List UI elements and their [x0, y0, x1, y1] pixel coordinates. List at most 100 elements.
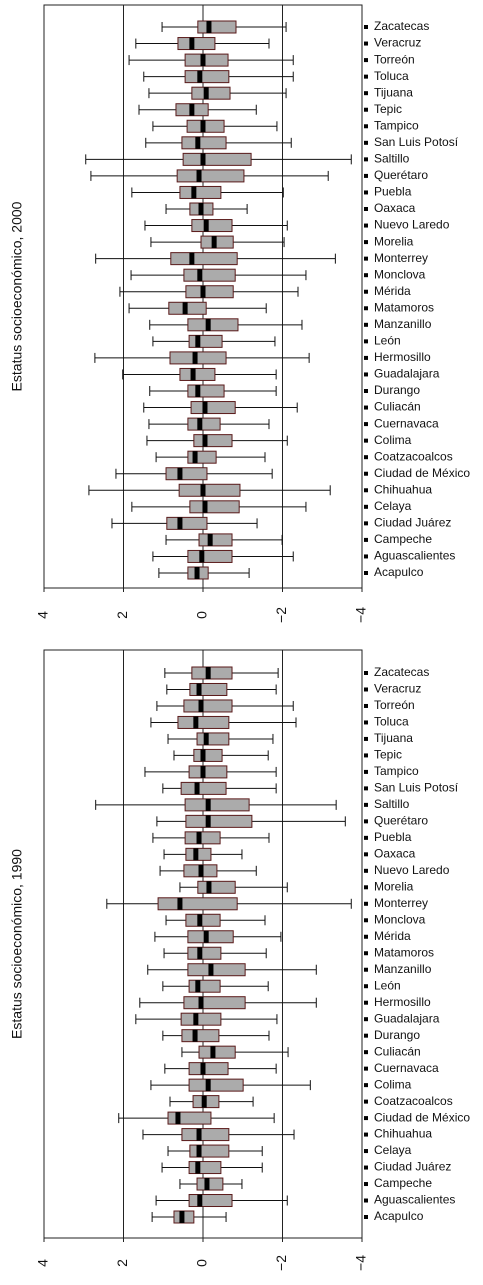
- box: [191, 666, 233, 680]
- median: [198, 699, 204, 712]
- category-label: Zacatecas: [374, 665, 429, 679]
- median: [206, 21, 212, 33]
- plot-frame: [43, 649, 363, 1239]
- box: [188, 1062, 229, 1076]
- category-label: Coatzacoalcos: [374, 449, 453, 463]
- category-label: Hermosillo: [374, 995, 431, 1009]
- category-label: Colima: [374, 433, 412, 447]
- y-tick: [364, 819, 368, 824]
- x-tick-label: −4: [353, 1255, 369, 1271]
- box: [196, 732, 230, 746]
- box: [187, 963, 246, 977]
- box: [176, 169, 245, 183]
- y-tick: [364, 1099, 368, 1104]
- y-axis-label: Estatus socioeconómico, 2000: [9, 201, 25, 391]
- box: [187, 450, 217, 464]
- category-label: Aguascalientes: [374, 549, 455, 563]
- box: [185, 814, 253, 828]
- y-tick: [364, 355, 368, 360]
- box: [187, 318, 239, 332]
- median: [203, 732, 209, 745]
- category-label: Tepic: [374, 102, 402, 116]
- category-label: Toluca: [374, 715, 409, 729]
- x-tick-label: 0: [194, 1259, 210, 1267]
- y-tick: [364, 1050, 368, 1055]
- y-tick: [364, 91, 368, 96]
- category-label: Campeche: [374, 532, 432, 546]
- y-tick: [364, 802, 368, 807]
- box: [187, 384, 225, 398]
- median: [195, 980, 201, 993]
- median: [205, 1079, 211, 1092]
- y-tick: [364, 124, 368, 129]
- box: [180, 781, 227, 795]
- category-label: Ciudad Juárez: [374, 1160, 451, 1174]
- median: [205, 318, 211, 331]
- box: [197, 20, 237, 34]
- median: [195, 136, 201, 149]
- category-label: Tepic: [374, 748, 402, 762]
- median: [193, 716, 199, 729]
- box: [184, 53, 229, 67]
- y-tick: [364, 537, 368, 542]
- box: [198, 533, 233, 547]
- box: [185, 847, 212, 861]
- category-label: Acapulco: [374, 1209, 424, 1223]
- y-tick: [364, 140, 368, 145]
- category-label: Monterrey: [374, 896, 428, 910]
- median: [202, 401, 208, 414]
- category-label: Chihuahua: [374, 482, 432, 496]
- median: [196, 169, 202, 182]
- median: [198, 203, 204, 215]
- y-tick: [364, 273, 368, 278]
- box: [167, 1111, 212, 1125]
- median: [189, 103, 195, 116]
- y-tick: [364, 1165, 368, 1170]
- median: [194, 782, 200, 795]
- x-tick-label: 2: [114, 611, 130, 619]
- y-tick: [364, 1066, 368, 1071]
- category-label: Matamoros: [374, 945, 434, 959]
- y-tick: [364, 918, 368, 923]
- category-label: San Luis Potosí: [374, 135, 459, 149]
- median: [197, 269, 203, 282]
- category-label: Manzanillo: [374, 962, 432, 976]
- category-label: Ciudad de México: [374, 466, 470, 480]
- box: [179, 185, 222, 199]
- median: [199, 550, 205, 563]
- median: [205, 798, 211, 811]
- y-tick: [364, 504, 368, 509]
- category-label: Cuernavaca: [374, 416, 439, 430]
- median: [200, 120, 206, 133]
- y-tick: [364, 289, 368, 294]
- median: [211, 236, 217, 249]
- y-tick: [364, 422, 368, 427]
- median: [192, 1029, 198, 1042]
- box: [189, 1144, 230, 1158]
- y-tick: [364, 852, 368, 857]
- median: [202, 434, 208, 447]
- box: [166, 516, 208, 530]
- box: [200, 235, 234, 249]
- y-tick: [364, 339, 368, 344]
- median: [189, 252, 195, 265]
- box: [198, 1045, 236, 1059]
- y-tick: [364, 322, 368, 327]
- median: [197, 70, 203, 83]
- y-tick: [364, 74, 368, 79]
- median: [195, 385, 201, 397]
- y-tick: [364, 372, 368, 377]
- y-tick: [364, 769, 368, 774]
- y-tick: [364, 1198, 368, 1203]
- y-tick: [364, 786, 368, 791]
- category-label: Torreón: [374, 698, 415, 712]
- y-tick: [364, 951, 368, 956]
- category-label: Celaya: [374, 1143, 412, 1157]
- y-tick: [364, 868, 368, 873]
- y-tick: [364, 687, 368, 692]
- category-label: Torreón: [374, 52, 415, 66]
- median: [192, 351, 198, 364]
- median: [206, 881, 212, 894]
- y-tick: [364, 967, 368, 972]
